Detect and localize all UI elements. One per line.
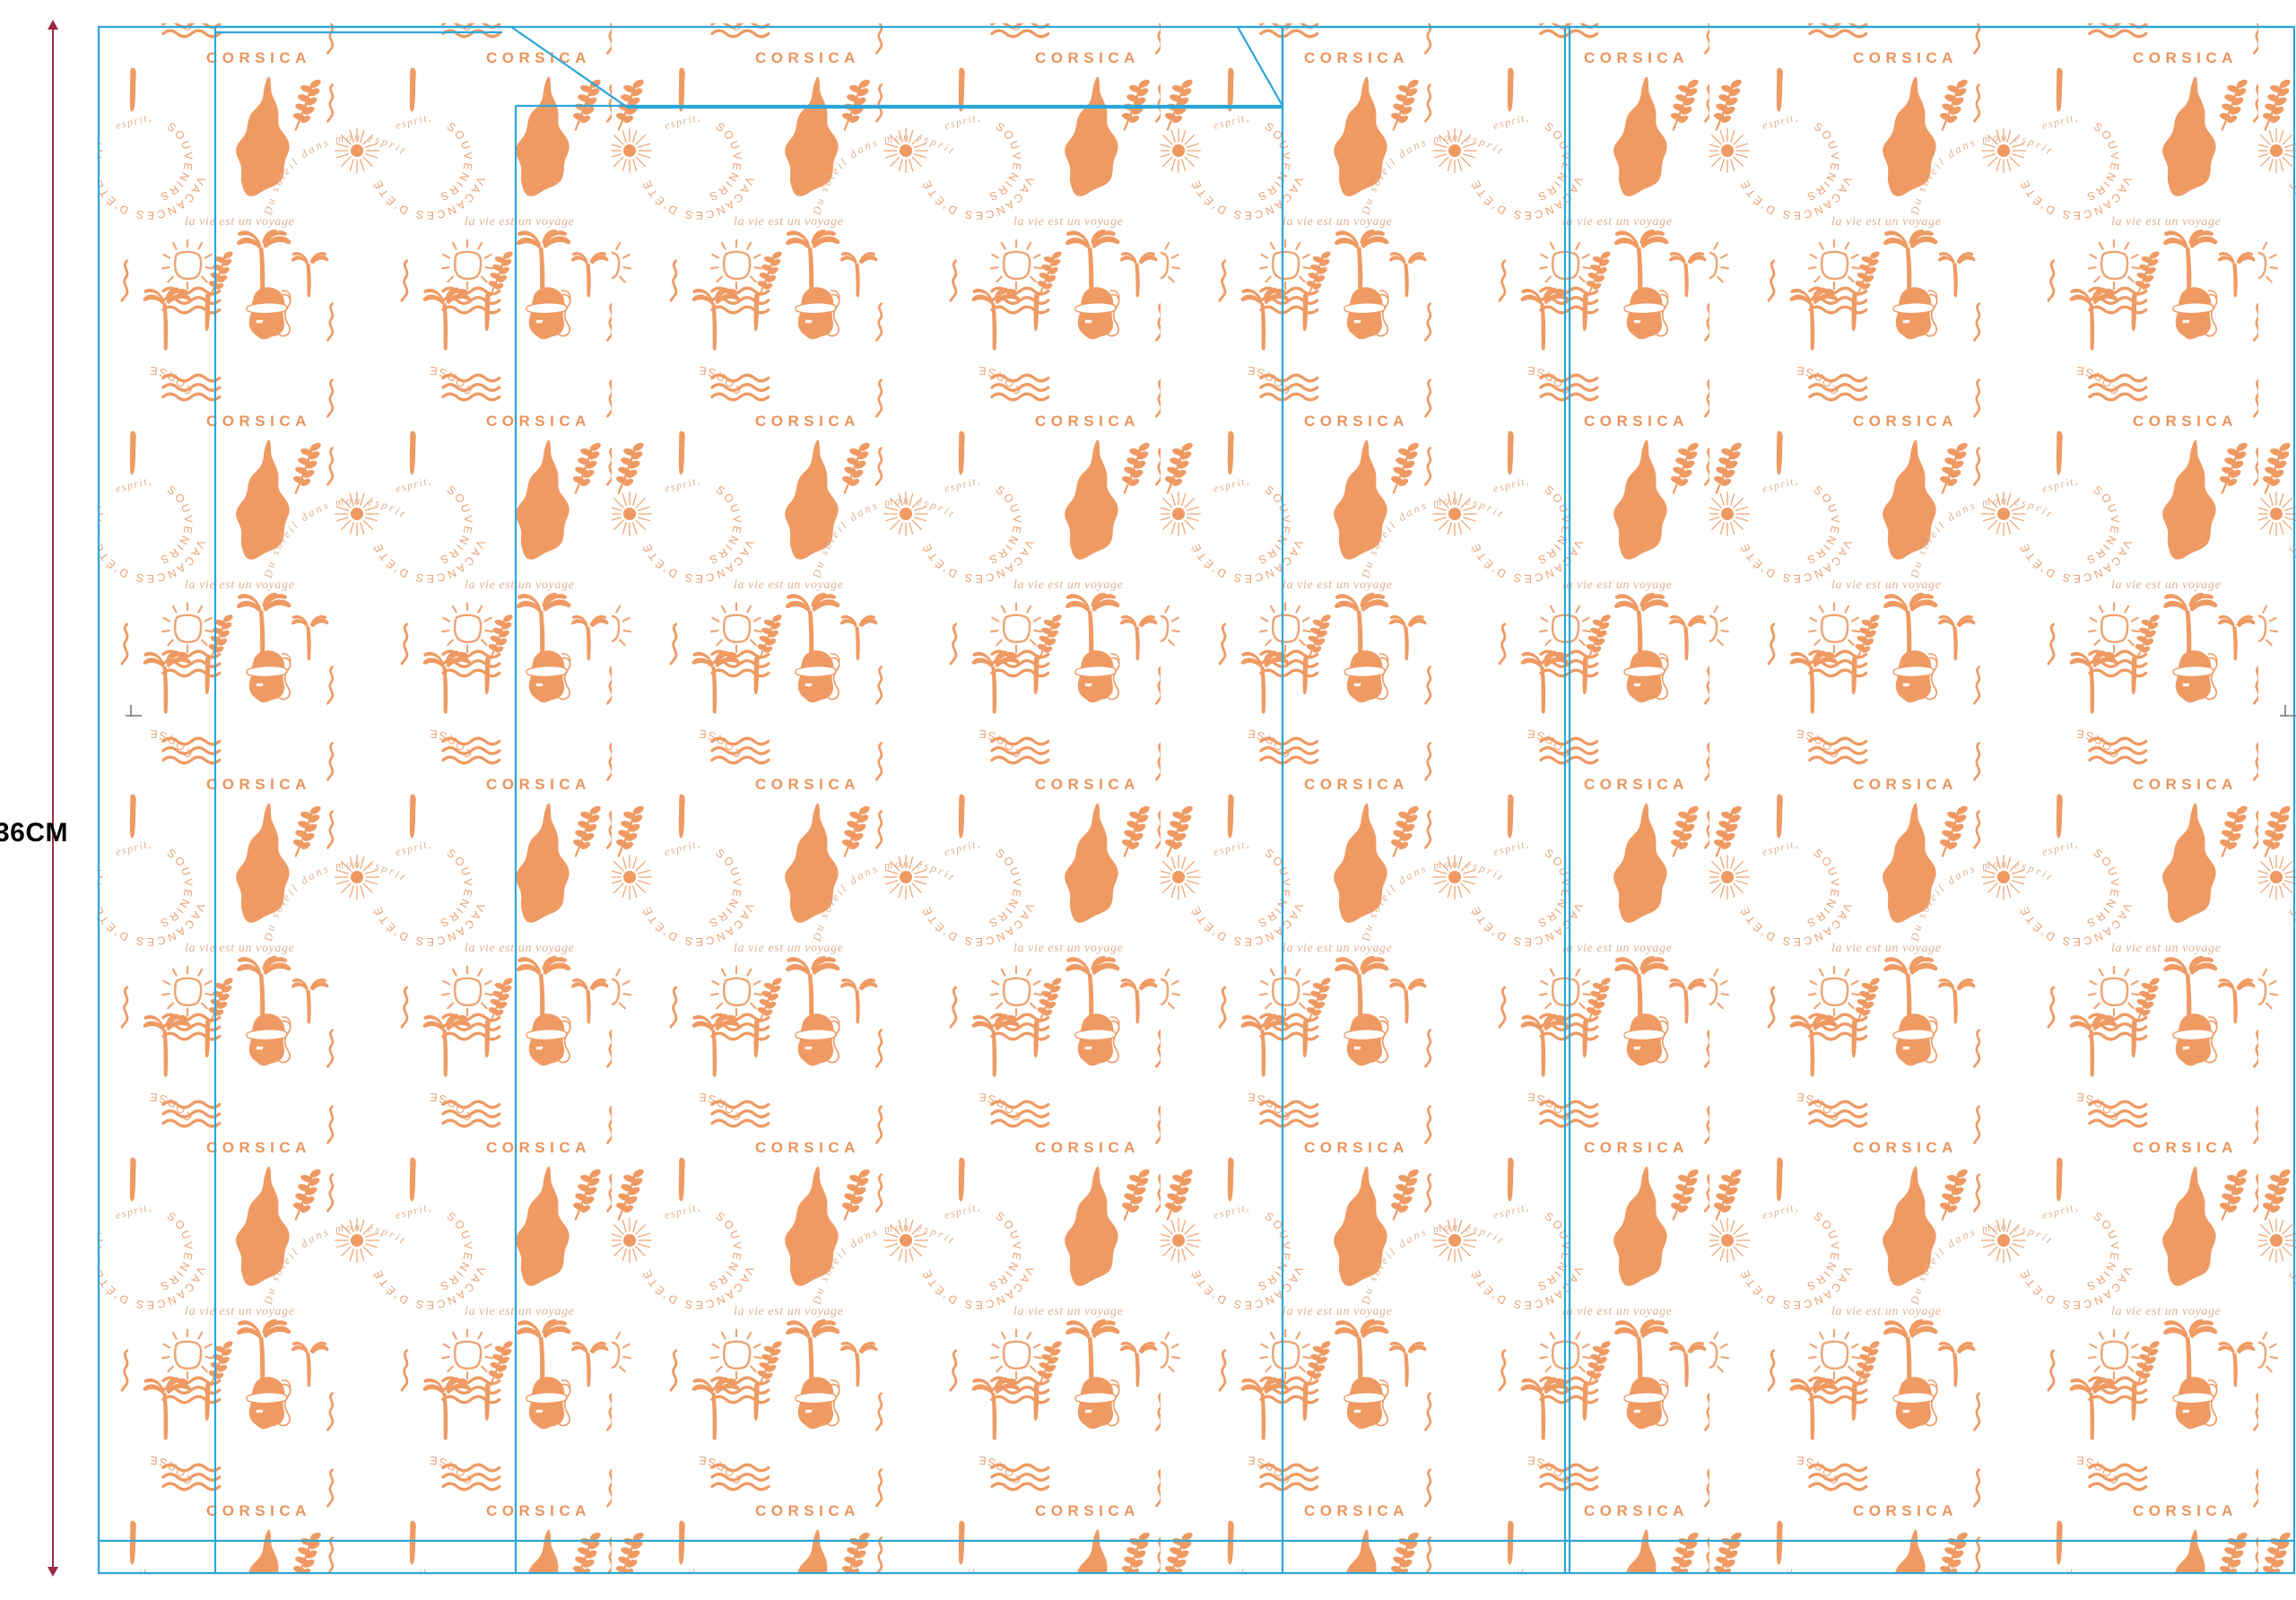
height-dimension-label: 36CM [0,818,69,848]
pattern-layer: CORSICA CORSICA VACANCES D'ÉTÉ SOUVENIRS [99,23,2296,1573]
height-dimension-arrow [48,20,58,1577]
artboard: CORSICA CORSICA VACANCES D'ÉTÉ SOUVENIRS [99,23,2296,1573]
